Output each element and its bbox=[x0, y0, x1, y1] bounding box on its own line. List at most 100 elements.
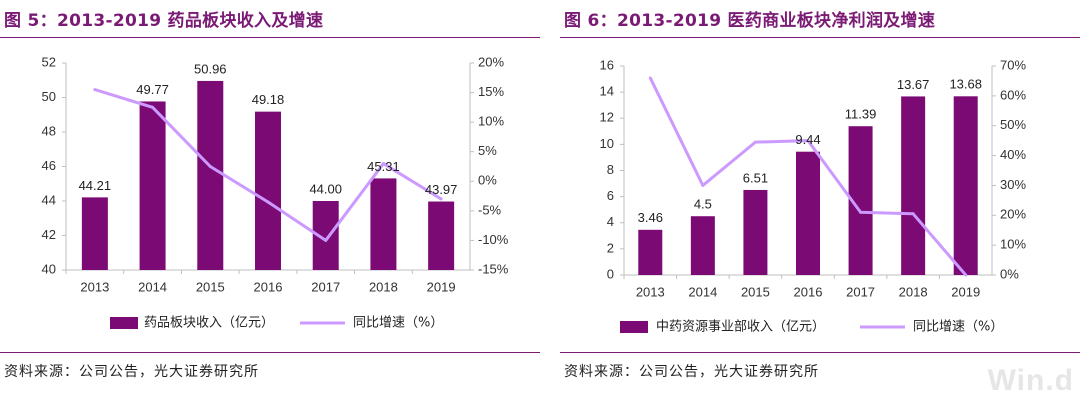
y2-tick-label: 70% bbox=[1000, 57, 1026, 72]
bar bbox=[690, 216, 715, 275]
x-tick-label: 2017 bbox=[311, 279, 340, 294]
legend-label-bar: 药品板块收入（亿元） bbox=[144, 316, 274, 331]
data-label: 13.68 bbox=[949, 77, 982, 92]
growth-point bbox=[208, 165, 212, 168]
growth-point bbox=[324, 238, 328, 242]
bar bbox=[953, 96, 978, 276]
source-note: 资料来源：公司公告，光大证券研究所 bbox=[4, 364, 259, 380]
x-tick-label: 2019 bbox=[951, 284, 980, 299]
y2-tick-label: 20% bbox=[1000, 207, 1026, 222]
y-tick-label: 50 bbox=[42, 89, 56, 104]
legend-label-line: 同比增速（%） bbox=[913, 320, 1003, 335]
y-tick-label: 14 bbox=[600, 84, 614, 99]
growth-point bbox=[648, 76, 652, 80]
data-label: 44.21 bbox=[79, 178, 112, 193]
x-tick-label: 2016 bbox=[254, 279, 283, 294]
x-tick-label: 2017 bbox=[846, 284, 875, 299]
y2-tick-label: 0% bbox=[1000, 266, 1019, 281]
y2-tick-label: 60% bbox=[1000, 87, 1026, 102]
bar bbox=[901, 96, 926, 275]
y2-tick-label: 15% bbox=[478, 84, 504, 99]
x-tick-label: 2014 bbox=[138, 279, 167, 294]
growth-point bbox=[859, 210, 863, 214]
y-tick-label: 8 bbox=[607, 162, 614, 177]
x-tick-label: 2018 bbox=[369, 279, 398, 294]
y2-tick-label: 10% bbox=[478, 114, 504, 129]
bar bbox=[197, 80, 224, 270]
y2-tick-label: 30% bbox=[1000, 177, 1026, 192]
data-label: 45.31 bbox=[367, 159, 400, 174]
legend-label-bar: 中药资源事业部收入（亿元） bbox=[656, 320, 825, 335]
bar bbox=[796, 151, 820, 275]
title-rule bbox=[560, 37, 1080, 38]
y-tick-label: 46 bbox=[42, 158, 56, 173]
source-rule bbox=[560, 352, 1080, 353]
chart-title: 图 6：2013-2019 医药商业板块净利润及增速 bbox=[564, 11, 936, 31]
y-tick-label: 0 bbox=[607, 266, 614, 281]
title-rule bbox=[0, 37, 540, 38]
chart-panel-commerce-profit: 图 6：2013-2019 医药商业板块净利润及增速 0 2 4 6 8 10 12 14 16… bbox=[560, 0, 1080, 400]
growth-point bbox=[93, 88, 97, 92]
y2-tick-label: 50% bbox=[1000, 117, 1026, 132]
growth-point bbox=[151, 105, 155, 109]
chart-title: 图 5：2013-2019 药品板块收入及增速 bbox=[4, 11, 324, 31]
y-tick-label: 40 bbox=[42, 261, 56, 276]
growth-point bbox=[381, 162, 385, 166]
x-tick-label: 2015 bbox=[741, 284, 770, 299]
growth-point bbox=[266, 200, 270, 204]
data-label: 43.97 bbox=[425, 182, 458, 197]
y-tick-label: 2 bbox=[607, 240, 614, 255]
y2-tick-label: -10% bbox=[478, 232, 509, 247]
data-label: 4.5 bbox=[694, 197, 712, 212]
y2-tick-label: 10% bbox=[1000, 237, 1026, 252]
x-tick-label: 2013 bbox=[80, 279, 109, 294]
chart-commerce-profit: 0 2 4 6 8 10 12 14 16 0% 10% 20% 30% 40% 50% 60% 70% 2013… bbox=[600, 57, 1027, 335]
bar bbox=[638, 229, 663, 275]
y-tick-label: 4 bbox=[607, 214, 614, 229]
growth-point bbox=[806, 139, 810, 143]
bar bbox=[743, 189, 768, 275]
y2-tick-label: -15% bbox=[478, 261, 509, 276]
y2-tick-label: 5% bbox=[478, 143, 497, 158]
y-tick-label: 44 bbox=[42, 192, 56, 207]
bar bbox=[81, 197, 108, 270]
chart-panel-drug-revenue: 图 5：2013-2019 药品板块收入及增速 40 42 44 46 48 50 52 -1… bbox=[0, 11, 540, 380]
y-tick-label: 6 bbox=[607, 188, 614, 203]
y2-tick-label: -5% bbox=[478, 202, 502, 217]
y2-tick-label: 20% bbox=[478, 54, 504, 69]
data-label: 6.51 bbox=[743, 170, 768, 185]
data-label: 49.77 bbox=[136, 82, 169, 97]
y-tick-label: 48 bbox=[42, 123, 56, 138]
growth-point bbox=[964, 273, 968, 277]
data-label: 49.18 bbox=[252, 92, 285, 107]
bar bbox=[370, 178, 397, 270]
y-tick-label: 10 bbox=[600, 136, 614, 151]
y-tick-label: 52 bbox=[42, 54, 56, 69]
y-tick-label: 42 bbox=[42, 227, 56, 242]
watermark: Win.d bbox=[987, 364, 1074, 397]
y-tick-label: 12 bbox=[600, 110, 614, 125]
data-label: 9.44 bbox=[795, 132, 820, 147]
x-tick-label: 2015 bbox=[196, 279, 225, 294]
y2-tick-label: 40% bbox=[1000, 147, 1026, 162]
legend-label-line: 同比增速（%） bbox=[353, 316, 443, 331]
bar bbox=[428, 201, 455, 270]
x-tick-label: 2014 bbox=[688, 284, 717, 299]
bar bbox=[139, 101, 166, 270]
y-tick-label: 16 bbox=[600, 57, 614, 72]
x-tick-label: 2013 bbox=[636, 284, 665, 299]
data-label: 11.39 bbox=[845, 107, 877, 122]
data-label: 50.96 bbox=[194, 61, 227, 76]
legend-swatch-bar bbox=[110, 317, 138, 329]
bar bbox=[255, 111, 281, 271]
growth-point bbox=[911, 212, 915, 216]
source-note: 资料来源：公司公告，光大证券研究所 bbox=[564, 364, 819, 380]
data-label: 3.46 bbox=[638, 210, 663, 225]
data-label: 44.00 bbox=[309, 181, 342, 196]
growth-point bbox=[439, 197, 443, 201]
growth-point bbox=[753, 140, 757, 144]
chart-drug-revenue: 40 42 44 46 48 50 52 -15% -10% -5% 0% 5% 10% 15% 20% 20… bbox=[42, 54, 509, 331]
legend-swatch-bar bbox=[620, 321, 648, 333]
data-label: 13.67 bbox=[897, 77, 930, 92]
x-tick-label: 2018 bbox=[899, 284, 928, 299]
